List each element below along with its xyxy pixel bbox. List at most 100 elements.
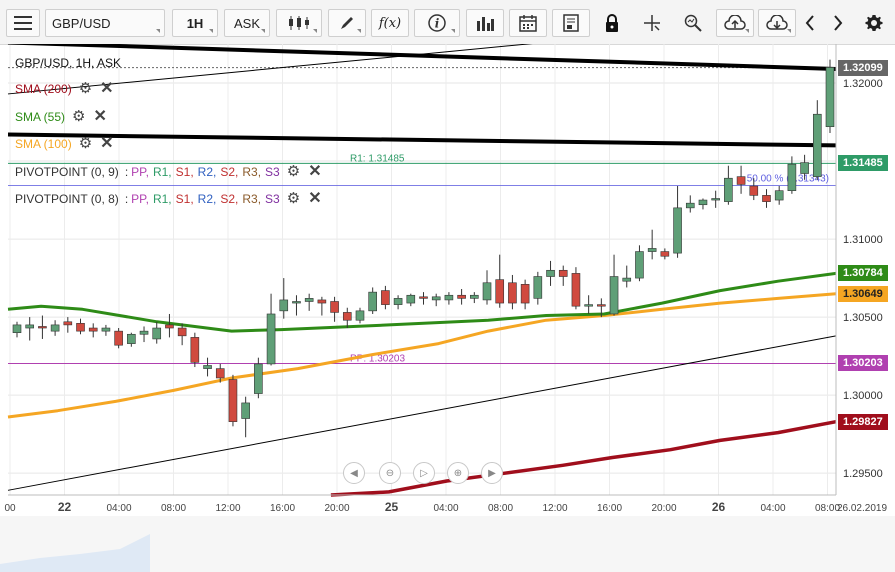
candle-body [774, 190, 784, 201]
candle-body [597, 304, 606, 307]
cloud-upload-icon[interactable] [716, 9, 754, 37]
info-icon[interactable]: i [414, 9, 460, 37]
candle-body [88, 327, 98, 332]
candle-body [571, 273, 581, 307]
candle-body [203, 365, 212, 369]
candle-body [76, 323, 85, 332]
close-icon[interactable]: ✕ [308, 163, 322, 180]
menu-icon[interactable] [6, 9, 40, 37]
sma55-line [7, 271, 837, 333]
trend-lines [7, 44, 837, 491]
x-tick-label: 00 [4, 503, 16, 514]
last-price-value: 1.32099 [843, 61, 883, 74]
legend-pivot-s3: S3 [265, 165, 280, 179]
table-icon[interactable] [552, 9, 590, 37]
reset-view-button[interactable]: ▷ [413, 462, 435, 484]
close-icon[interactable]: ✕ [93, 108, 107, 125]
candlestick-icon[interactable] [276, 9, 322, 37]
candle-body [812, 113, 822, 177]
chevron-right-icon[interactable] [828, 9, 848, 37]
candle-body [647, 248, 657, 252]
zoom-in-button[interactable]: ⊕ [447, 462, 469, 484]
legend-pivot-r3: R3, [242, 165, 262, 179]
scroll-right-button[interactable]: ▶ [481, 462, 503, 484]
legend-pivot-2[interactable]: PIVOTPOINT (0, 8) : PP, R1, S1, R2, S2, … [15, 190, 322, 207]
legend-sma100[interactable]: SMA (100) ⚙ ✕ [15, 135, 114, 152]
price-type-selector[interactable]: ASK [224, 9, 270, 37]
legend-pivot-1[interactable]: PIVOTPOINT (0, 9) : PP, R1, S1, R2, S2, … [15, 163, 322, 180]
candle-body [520, 284, 530, 304]
gear-icon[interactable]: ⚙ [286, 163, 301, 180]
pp-price-value: 1.30203 [843, 357, 883, 370]
scroll-left-button[interactable]: ◀ [343, 462, 365, 484]
x-tick-label: 12:00 [215, 503, 240, 514]
x-tick-label: 26 [712, 500, 726, 514]
candle-body [495, 279, 505, 304]
gear-icon[interactable]: ⚙ [78, 135, 93, 152]
x-tick-label: 08:00 [161, 503, 186, 514]
lock-icon[interactable] [595, 9, 629, 37]
gear-icon[interactable] [860, 9, 888, 37]
legend-sma200[interactable]: SMA (200) ⚙ ✕ [15, 80, 114, 97]
candle-body [215, 368, 225, 379]
close-icon[interactable]: ✕ [308, 190, 322, 207]
function-icon[interactable]: f(x) [371, 9, 409, 37]
crosshair-icon[interactable] [635, 9, 669, 37]
gear-icon[interactable]: ⚙ [72, 108, 86, 125]
reset-icon: ▷ [420, 467, 428, 479]
candle-body [419, 296, 428, 299]
sma100-price-tag: 1.30649 [838, 285, 888, 302]
legend-pivot-r2: R2, [197, 192, 217, 206]
candlesticks [12, 59, 835, 438]
zoom-out-button[interactable]: ⊖ [379, 462, 401, 484]
sma55-price-tag: 1.30784 [838, 264, 888, 281]
candle-body [127, 333, 136, 344]
candle-body [508, 282, 517, 304]
chart-axes: 1.320001.315001.310001.305001.300001.295… [0, 44, 895, 572]
x-tick-label: 08:00 [815, 503, 840, 514]
chevron-left-icon: ◀ [350, 467, 358, 479]
candle-body [152, 327, 162, 340]
calendar-icon[interactable] [509, 9, 547, 37]
candle-body [800, 162, 809, 174]
symbol-selector[interactable]: GBP/USD [45, 9, 165, 37]
candle-body [190, 337, 200, 363]
legend-sma55-label: SMA (55) [15, 110, 66, 124]
horizontal-trend-line [7, 132, 837, 148]
gear-icon[interactable]: ⚙ [78, 80, 93, 97]
candle-body [673, 207, 682, 254]
candle-body [368, 291, 377, 312]
chevron-down-icon [261, 29, 265, 33]
candle-body [254, 363, 263, 394]
candle-body [50, 324, 60, 332]
sma100-price-value: 1.30649 [843, 287, 883, 300]
candle-body [698, 199, 708, 206]
timeframe-selector[interactable]: 1H [172, 9, 218, 37]
chevron-left-icon[interactable] [800, 9, 820, 37]
bar-chart-icon[interactable] [466, 9, 504, 37]
legend-sma55[interactable]: SMA (55) ⚙ ✕ [15, 108, 107, 125]
close-icon[interactable]: ✕ [100, 80, 114, 97]
candle-body [558, 269, 568, 277]
candle-body [355, 310, 365, 321]
zoom-in-icon: ⊕ [453, 467, 463, 479]
zoom-icon[interactable] [676, 9, 710, 37]
draw-pencil-icon[interactable] [328, 9, 366, 37]
candle-body [736, 176, 746, 185]
candle-body [228, 379, 238, 422]
sma55-price-value: 1.30784 [843, 266, 883, 279]
cloud-download-icon[interactable] [758, 9, 796, 37]
candle-body [470, 294, 479, 299]
close-icon[interactable]: ✕ [100, 135, 114, 152]
candle-body [457, 294, 466, 299]
candle-body [444, 294, 454, 301]
candle-body [114, 330, 123, 346]
chart-title: GBP/USD, 1H, ASK [15, 56, 121, 70]
gear-icon[interactable]: ⚙ [286, 190, 301, 207]
chevron-down-icon [313, 29, 317, 33]
sma200-price-tag: 1.29827 [838, 414, 888, 431]
candle-body [762, 195, 771, 202]
candle-body [139, 330, 149, 335]
svg-text:i: i [435, 17, 440, 31]
